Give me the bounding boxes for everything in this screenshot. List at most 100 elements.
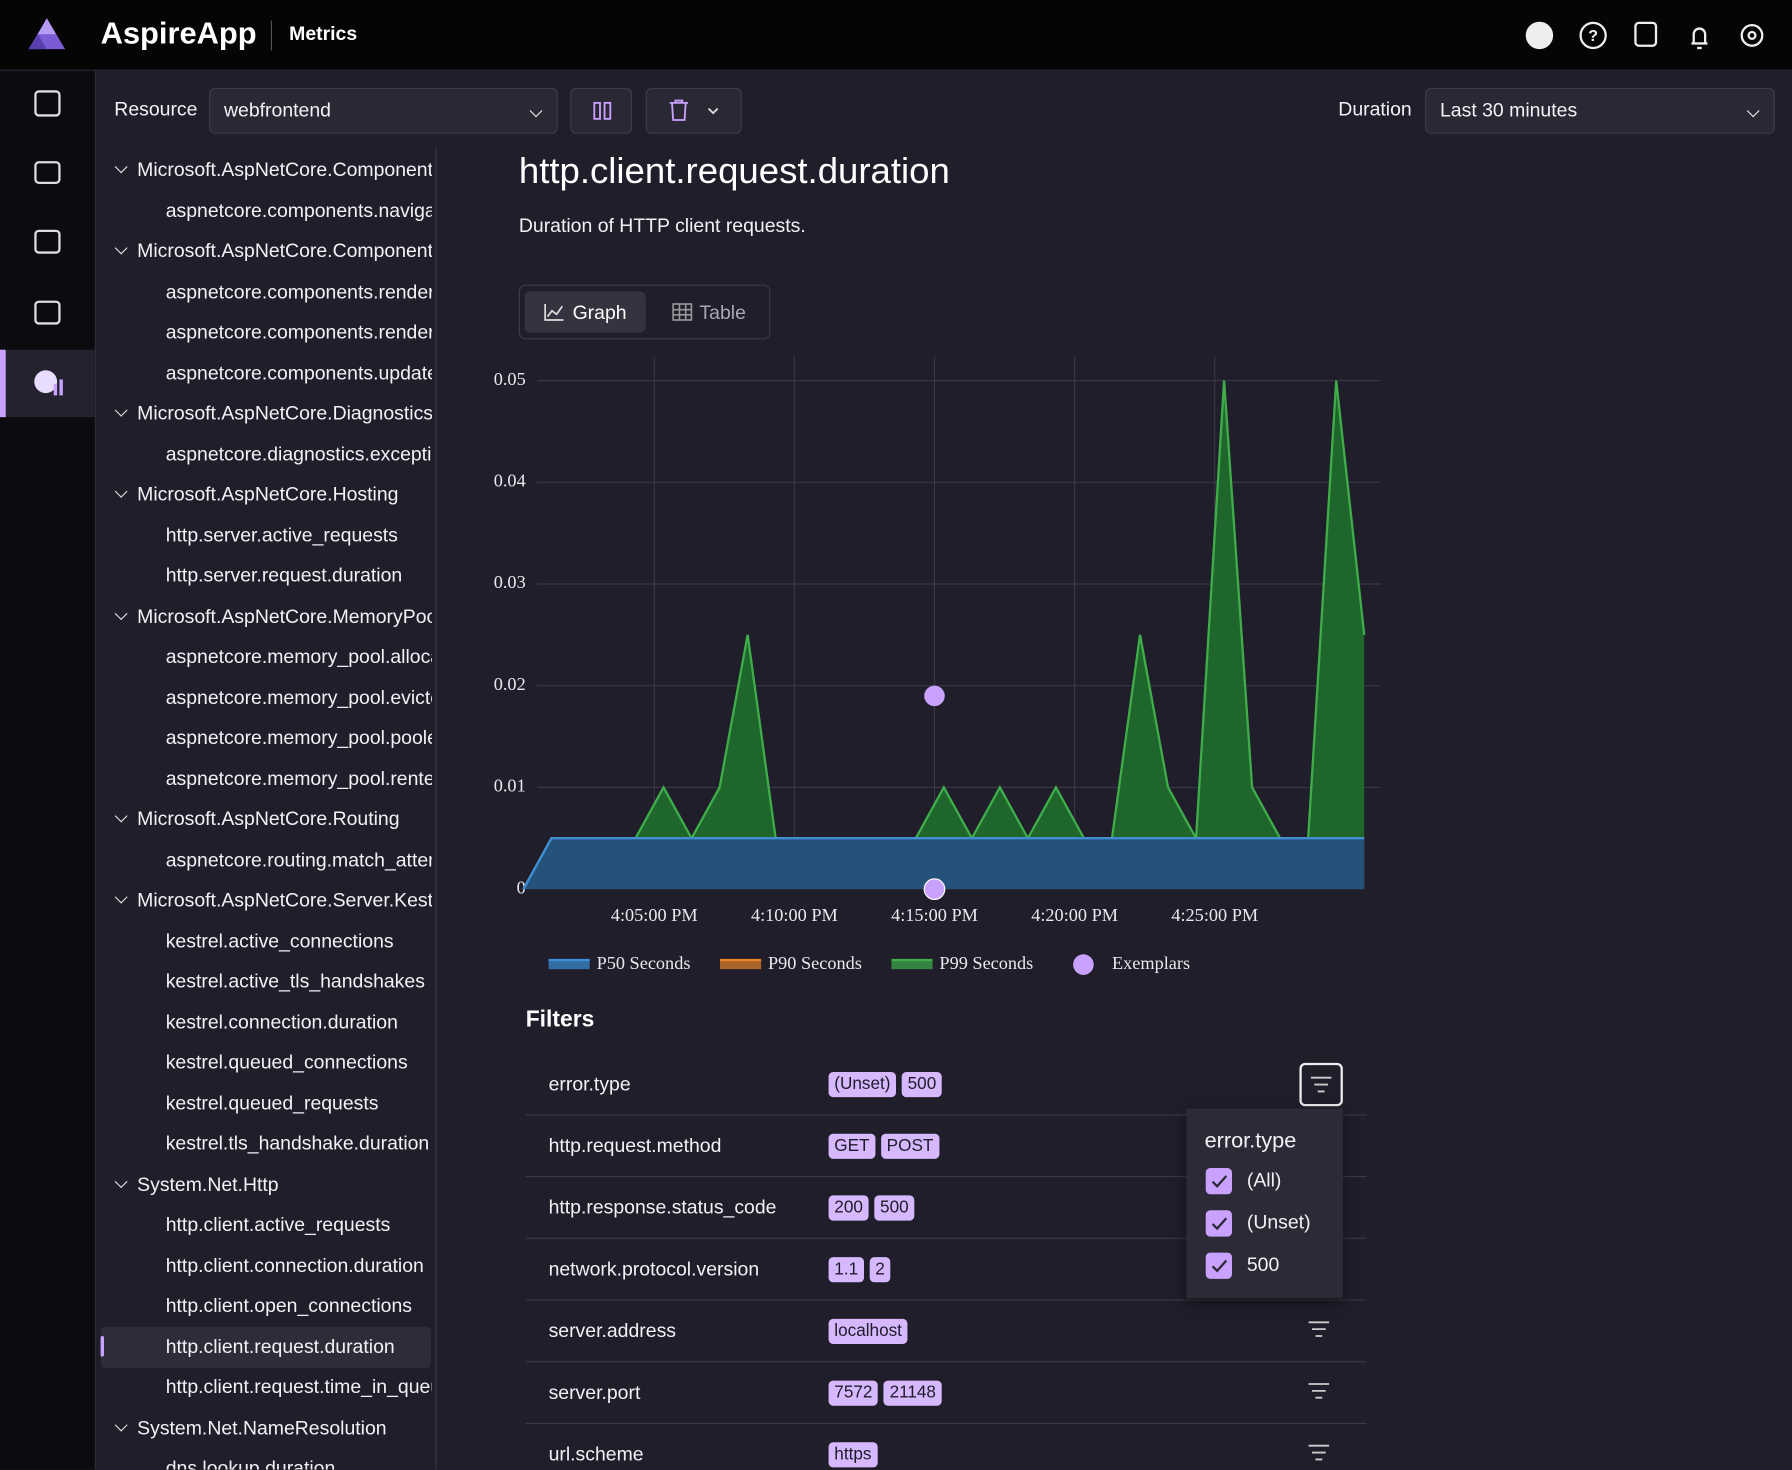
gear-icon[interactable] — [1740, 23, 1764, 47]
svg-text:?: ? — [1588, 28, 1598, 45]
filter-name: server.port — [548, 1381, 641, 1404]
graph-tab-label: Graph — [572, 301, 627, 324]
filter-name: http.response.status_code — [548, 1196, 777, 1219]
checkbox-label: (All) — [1246, 1169, 1282, 1191]
tree-group[interactable]: System.Net.NameResolution — [137, 1416, 387, 1439]
tree-group[interactable]: Microsoft.AspNetCore.Hosting — [137, 483, 399, 506]
tree-item[interactable]: kestrel.active_connections — [165, 929, 394, 952]
tree-group[interactable]: System.Net.Http — [137, 1173, 279, 1195]
top-bar: AspireApp Metrics ? — [0, 0, 1792, 71]
legend-swatch — [548, 959, 590, 970]
filter-values: 1.1 2 — [828, 1257, 897, 1283]
plot — [522, 380, 1366, 890]
resource-label: Resource — [114, 98, 198, 120]
metric-description: Duration of HTTP client requests. — [518, 214, 806, 237]
checkbox[interactable] — [1205, 1210, 1232, 1237]
exemplar[interactable] — [924, 685, 945, 707]
tree-item[interactable]: aspnetcore.components.render_diff.size — [165, 321, 432, 343]
filter-button[interactable] — [1299, 1062, 1343, 1107]
legend-swatch — [719, 959, 762, 970]
filter-button[interactable] — [1299, 1433, 1342, 1470]
pause-button[interactable] — [570, 87, 632, 134]
side-nav — [0, 70, 96, 1470]
row-separator — [525, 1114, 1367, 1116]
tree-item[interactable]: kestrel.active_tls_handshakes — [165, 970, 425, 992]
tree-item[interactable]: kestrel.queued_requests — [165, 1091, 379, 1114]
github-icon[interactable] — [1525, 21, 1554, 50]
row-separator — [525, 1299, 1367, 1301]
filter-tag: 7572 — [828, 1380, 879, 1406]
x-tick-label: 4:10:00 PM — [751, 905, 838, 925]
traces-icon[interactable] — [34, 300, 61, 325]
console-icon[interactable] — [34, 161, 61, 184]
app-name[interactable]: AspireApp — [100, 15, 257, 51]
tree-item[interactable]: http.client.request.time_in_queue — [165, 1375, 432, 1398]
legend-swatch — [891, 959, 933, 970]
tree-item[interactable]: aspnetcore.memory_pool.rented — [165, 767, 432, 790]
legend-label[interactable]: P99 Seconds — [939, 953, 1033, 973]
tree-item[interactable]: http.client.request.duration — [165, 1335, 395, 1358]
series-area — [523, 838, 1365, 890]
tree-item[interactable]: http.client.connection.duration — [165, 1254, 424, 1276]
bell-icon[interactable] — [1691, 27, 1708, 50]
filter-button[interactable] — [1299, 1371, 1342, 1414]
tree-group[interactable]: Microsoft.AspNetCore.Components.Lifecycl… — [137, 239, 432, 262]
filter-button[interactable] — [1299, 1310, 1342, 1353]
table-tab-label: Table — [699, 301, 746, 324]
tree-item[interactable]: http.client.open_connections — [165, 1294, 412, 1317]
selected-row — [100, 1326, 431, 1368]
tree-item[interactable]: aspnetcore.components.render_diff.durati… — [165, 280, 432, 303]
tree-item[interactable]: aspnetcore.memory_pool.pooled — [165, 726, 432, 749]
tree-item[interactable]: aspnetcore.diagnostics.exceptions — [165, 442, 432, 465]
x-tick-label: 4:15:00 PM — [891, 905, 978, 925]
metric-tree: Microsoft.AspNetCore.Components aspnetcor… — [100, 148, 437, 1470]
help-icon[interactable] — [1579, 21, 1607, 50]
tree-group[interactable]: Microsoft.AspNetCore.Server.Kestrel — [137, 889, 432, 911]
table-tab[interactable]: Table — [650, 291, 764, 332]
tree-group[interactable]: Microsoft.AspNetCore.Diagnostics — [137, 402, 432, 424]
tree-item[interactable]: kestrel.queued_connections — [165, 1051, 408, 1074]
tree-group[interactable]: Microsoft.AspNetCore.MemoryPool — [137, 605, 432, 627]
view-tabs: Graph Table — [518, 284, 771, 340]
metrics-icon[interactable] — [34, 370, 58, 394]
legend-label[interactable]: P50 Seconds — [597, 953, 691, 973]
tree-item[interactable]: aspnetcore.memory_pool.evicted — [165, 686, 432, 708]
legend-label[interactable]: Exemplars — [1112, 953, 1190, 973]
filter-tag: 21148 — [883, 1380, 942, 1406]
tree-item[interactable]: aspnetcore.components.update_parameters.… — [165, 361, 432, 384]
filter-tag: 500 — [874, 1195, 915, 1221]
tree-item[interactable]: kestrel.connection.duration — [165, 1010, 398, 1033]
tree-item[interactable]: aspnetcore.memory_pool.allocated — [165, 645, 432, 668]
graph-tab[interactable]: Graph — [524, 291, 646, 333]
y-tick-label: 0.05 — [494, 369, 526, 389]
filter-name: http.request.method — [548, 1134, 722, 1157]
checkbox[interactable] — [1205, 1252, 1232, 1279]
resources-icon[interactable] — [34, 90, 61, 117]
filter-values: https — [828, 1442, 883, 1468]
resource-select[interactable]: webfrontend — [209, 87, 558, 134]
duration-select[interactable]: Last 30 minutes — [1425, 87, 1775, 134]
tree-group[interactable]: Microsoft.AspNetCore.Components — [137, 158, 432, 181]
legend-label[interactable]: P90 Seconds — [768, 953, 862, 973]
exemplar[interactable] — [923, 878, 946, 900]
tree-group[interactable]: Microsoft.AspNetCore.Routing — [137, 807, 400, 830]
tree-item[interactable]: http.server.request.duration — [165, 564, 403, 587]
tree-item[interactable]: aspnetcore.components.navigation — [165, 199, 432, 222]
structured-logs-icon[interactable] — [34, 229, 61, 254]
tree-item[interactable]: aspnetcore.routing.match_attempts — [165, 848, 432, 871]
tree-item[interactable]: kestrel.tls_handshake.duration — [165, 1132, 430, 1155]
clear-button[interactable] — [645, 87, 742, 134]
filter-values: (Unset) 500 — [828, 1071, 948, 1098]
metric-title: http.client.request.duration — [518, 149, 950, 191]
filter-tag: 200 — [828, 1195, 869, 1221]
checkbox[interactable] — [1205, 1167, 1232, 1195]
row-separator — [525, 1237, 1367, 1239]
tree-item[interactable]: http.server.active_requests — [165, 523, 398, 546]
logo — [28, 18, 66, 50]
filter-name: error.type — [548, 1073, 631, 1095]
tree-item[interactable]: dns.lookup.duration — [165, 1457, 336, 1470]
tree-item[interactable]: http.client.active_requests — [165, 1213, 391, 1236]
settings-doc-icon[interactable] — [1634, 21, 1658, 47]
